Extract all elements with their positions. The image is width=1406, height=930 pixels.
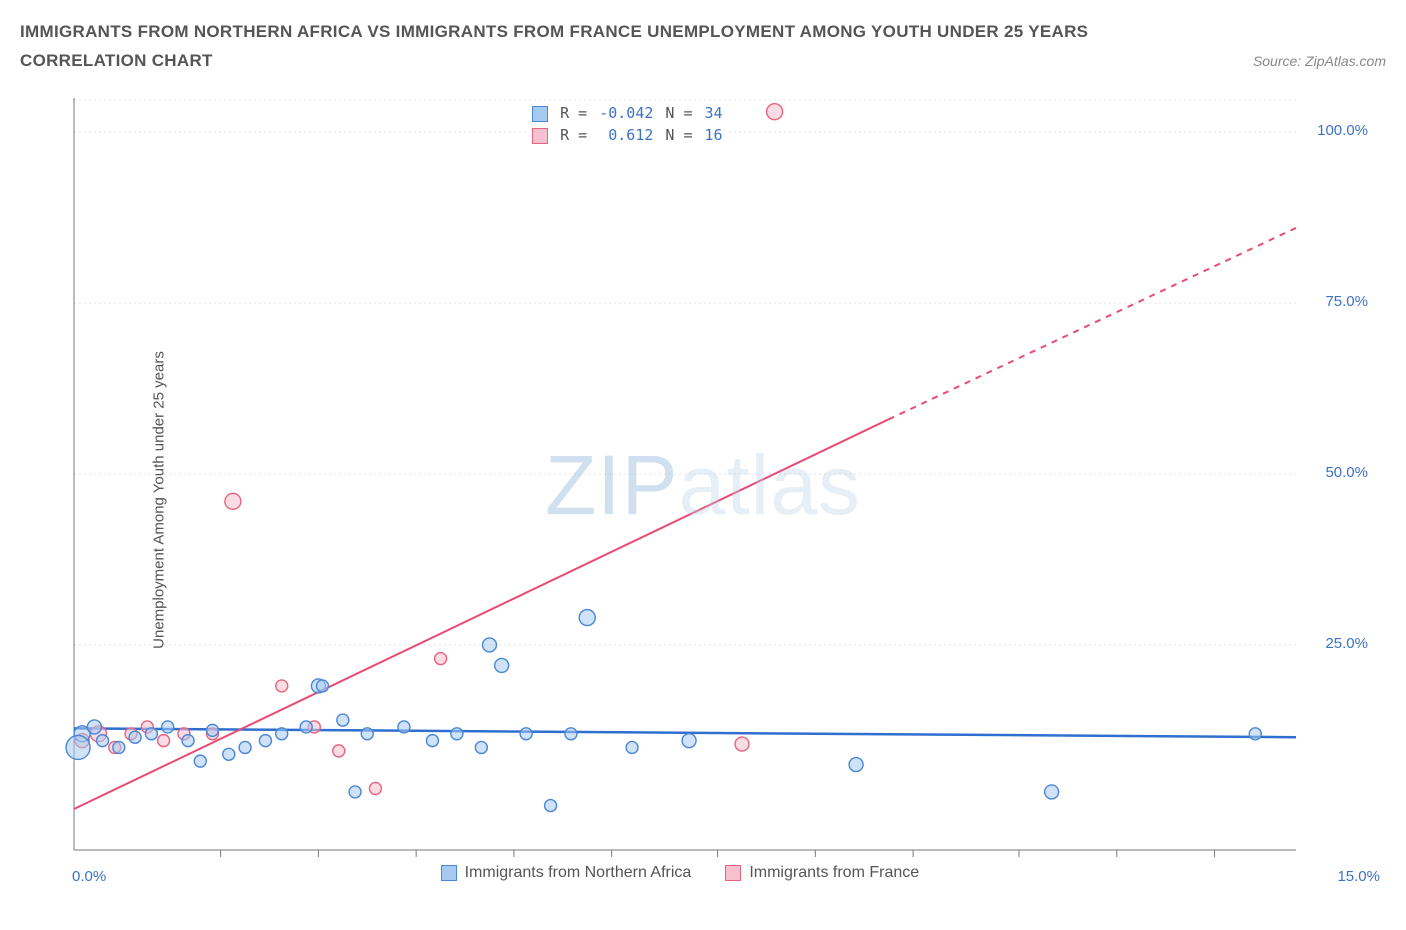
- legend-swatch: [441, 865, 457, 881]
- point-blue: [520, 728, 532, 740]
- point-blue: [1045, 785, 1059, 799]
- legend-swatch: [532, 106, 548, 122]
- y-tick-label: 25.0%: [1325, 635, 1368, 652]
- point-blue: [1249, 728, 1261, 740]
- point-blue: [162, 721, 174, 733]
- point-blue: [113, 741, 125, 753]
- point-pink: [225, 493, 241, 509]
- point-blue: [194, 755, 206, 767]
- point-pink: [435, 653, 447, 665]
- legend-swatch: [725, 865, 741, 881]
- y-axis-label: Unemployment Among Youth under 25 years: [150, 351, 167, 649]
- r-label: R =: [554, 102, 593, 124]
- point-blue: [259, 735, 271, 747]
- point-blue: [66, 735, 90, 759]
- legend-label: Immigrants from France: [749, 864, 919, 882]
- n-label: N =: [659, 124, 698, 146]
- x-tick-label-left: 0.0%: [72, 868, 106, 885]
- r-value: -0.042: [593, 102, 659, 124]
- scatter-chart: [20, 90, 1386, 910]
- point-blue: [239, 741, 251, 753]
- point-pink: [735, 737, 749, 751]
- point-blue: [223, 748, 235, 760]
- page-subtitle: CORRELATION CHART: [20, 51, 213, 71]
- n-value: 34: [699, 102, 729, 124]
- point-blue: [206, 724, 218, 736]
- y-tick-label: 100.0%: [1317, 122, 1368, 139]
- point-pink: [333, 745, 345, 757]
- point-pink: [276, 680, 288, 692]
- page-title: IMMIGRANTS FROM NORTHERN AFRICA VS IMMIG…: [20, 18, 1386, 45]
- point-pink: [158, 735, 170, 747]
- series-legend: Immigrants from Northern Africa Immigrant…: [441, 864, 920, 882]
- point-pink: [767, 104, 783, 120]
- point-blue: [129, 731, 141, 743]
- point-blue: [495, 658, 509, 672]
- point-blue: [316, 680, 328, 692]
- legend-label: Immigrants from Northern Africa: [465, 864, 692, 882]
- point-blue: [626, 741, 638, 753]
- point-blue: [145, 728, 157, 740]
- source-attribution: Source: ZipAtlas.com: [1253, 53, 1386, 69]
- x-tick-label-right: 15.0%: [1337, 868, 1380, 885]
- y-tick-label: 50.0%: [1325, 464, 1368, 481]
- point-blue: [426, 735, 438, 747]
- point-blue: [849, 758, 863, 772]
- correlation-legend: R = -0.042 N = 34 R = 0.612 N = 16: [526, 102, 728, 146]
- point-pink: [369, 782, 381, 794]
- point-blue: [475, 741, 487, 753]
- n-label: N =: [659, 102, 698, 124]
- point-blue: [451, 728, 463, 740]
- chart-container: Unemployment Among Youth under 25 years …: [20, 90, 1386, 910]
- n-value: 16: [699, 124, 729, 146]
- y-tick-label: 75.0%: [1325, 293, 1368, 310]
- point-blue: [482, 638, 496, 652]
- point-blue: [349, 786, 361, 798]
- point-blue: [97, 735, 109, 747]
- point-blue: [361, 728, 373, 740]
- legend-swatch: [532, 128, 548, 144]
- point-blue: [337, 714, 349, 726]
- point-blue: [545, 800, 557, 812]
- point-blue: [182, 735, 194, 747]
- point-blue: [300, 721, 312, 733]
- legend-item: Immigrants from France: [725, 864, 919, 882]
- legend-item: Immigrants from Northern Africa: [441, 864, 692, 882]
- r-value: 0.612: [593, 124, 659, 146]
- r-label: R =: [554, 124, 593, 146]
- point-blue: [276, 728, 288, 740]
- point-blue: [565, 728, 577, 740]
- point-blue: [398, 721, 410, 733]
- point-blue: [87, 720, 101, 734]
- trendline-pink-dash: [889, 228, 1296, 419]
- point-blue: [579, 610, 595, 626]
- point-blue: [682, 734, 696, 748]
